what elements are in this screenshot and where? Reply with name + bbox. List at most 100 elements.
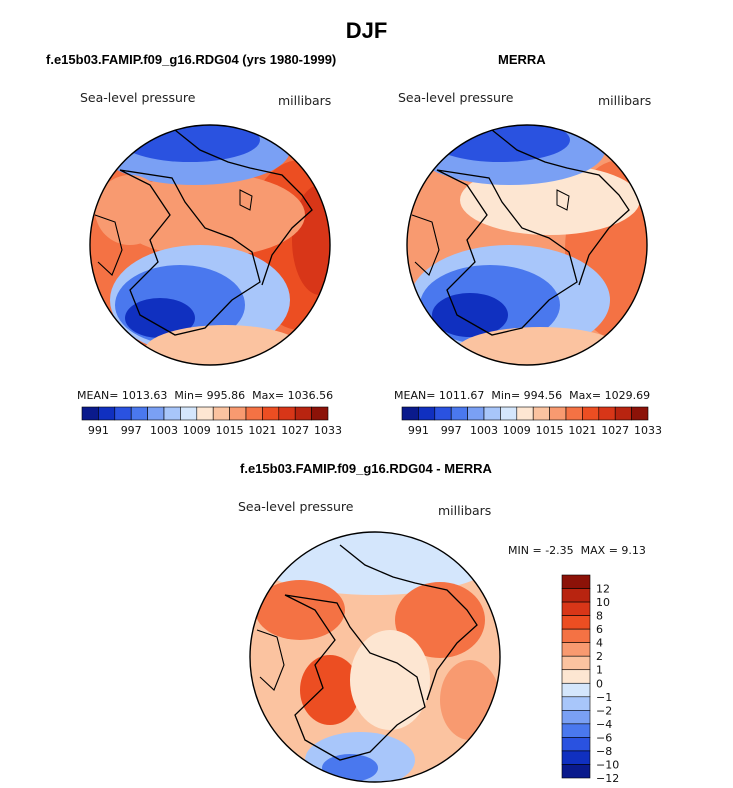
panel-3-max: 9.13: [621, 544, 646, 557]
p1-cbar-swatch: [163, 406, 181, 421]
p3-west-positive: [255, 580, 345, 640]
p2-cbar-tick-label: 997: [441, 424, 462, 437]
p2-cbar-swatch: [483, 406, 501, 421]
panel-2-units-label: millibars: [598, 93, 652, 108]
p2-cbar-swatch: [401, 406, 419, 421]
p1-cbar-tick-label: 1027: [281, 424, 309, 437]
p1-cbar-tick-label: 1003: [150, 424, 178, 437]
p1-atlantic-core: [292, 185, 330, 295]
panel-3-stats: MIN = -2.35 MAX = 9.13: [508, 544, 646, 557]
p3-cbar-swatch: [561, 588, 591, 603]
p3-cbar-tick-label: 6: [596, 623, 603, 636]
p2-cbar-swatch: [516, 406, 534, 421]
p1-cbar-swatch: [196, 406, 214, 421]
p1-cbar-swatch: [130, 406, 148, 421]
p3-cbar-swatch: [561, 723, 591, 738]
p1-coastline-1: [119, 169, 261, 336]
p2-cbar-tick-label: 1033: [634, 424, 662, 437]
panel-2-field-label: Sea-level pressure: [398, 90, 514, 105]
panel-1-title: f.e15b03.FAMIP.f09_g16.RDG04 (yrs 1980-1…: [46, 52, 337, 67]
p3-cbar-tick-label: −6: [596, 731, 612, 744]
panel-2-map: [406, 124, 648, 366]
p2-cbar-swatch: [450, 406, 468, 421]
panel-3-title: f.e15b03.FAMIP.f09_g16.RDG04 - MERRA: [240, 461, 492, 476]
p2-north-low-core: [430, 125, 570, 162]
p3-cbar-swatch: [561, 615, 591, 630]
panel-1-mean: 1013.63: [121, 389, 168, 402]
p1-cbar-swatch: [147, 406, 165, 421]
panel-1-mean-label: MEAN=: [77, 389, 119, 402]
p3-cbar-tick-label: 4: [596, 637, 603, 650]
figure-title: DJF: [345, 18, 388, 43]
p2-cbar-swatch: [467, 406, 485, 421]
p3-cbar-swatch: [561, 710, 591, 725]
panel-1-colorbar: 991 997 1003 1009 1015 1021 1027 1033: [81, 406, 342, 437]
panel-3-min-label: MIN =: [508, 544, 542, 557]
panel-1-map: [89, 124, 331, 366]
p3-cbar-swatch: [561, 628, 591, 643]
p2-cbar-tick-label: 991: [408, 424, 429, 437]
p3-cbar-tick-label: 0: [596, 677, 603, 690]
p3-cbar-swatch: [561, 750, 591, 765]
panel-2-title: MERRA: [498, 52, 546, 67]
panel-2-colorbar: 991 997 1003 1009 1015 1021 1027 1033: [401, 406, 662, 437]
p1-cbar-swatch: [229, 406, 247, 421]
p3-cbar-tick-label: 10: [596, 596, 610, 609]
p3-cbar-swatch: [561, 682, 591, 698]
panel-2-mean: 1011.67: [438, 389, 485, 402]
p3-cbar-tick-label: −8: [596, 745, 612, 758]
p2-cbar-tick-label: 1003: [470, 424, 498, 437]
panel-3-units-label: millibars: [438, 503, 492, 518]
p3-cbar-swatch: [561, 655, 591, 671]
panel-1-field-label: Sea-level pressure: [80, 90, 196, 105]
p1-cbar-tick-label: 1009: [183, 424, 211, 437]
p1-cbar-swatch: [245, 406, 263, 421]
p3-cbar-swatch: [561, 574, 591, 589]
panel-1-stats: MEAN= 1013.63 Min= 995.86 Max= 1036.56: [77, 389, 333, 402]
p1-cbar-tick-label: 1033: [314, 424, 342, 437]
p2-pacific-low-core: [432, 293, 508, 337]
panel-3-field-label: Sea-level pressure: [238, 499, 354, 514]
p1-cbar-swatch: [98, 406, 116, 421]
p3-cbar-tick-label: −4: [596, 718, 612, 731]
p3-cbar-tick-label: −10: [596, 758, 619, 771]
p3-southeast-positive: [440, 660, 500, 740]
p2-cbar-tick-label: 1009: [503, 424, 531, 437]
p3-cbar-swatch: [561, 601, 591, 616]
p1-cbar-tick-label: 997: [121, 424, 142, 437]
p2-cbar-swatch: [532, 406, 550, 421]
p2-coastline-1: [436, 169, 578, 336]
p1-cbar-tick-label: 1021: [248, 424, 276, 437]
p2-coastline-3: [411, 214, 440, 276]
panel-2-min: 994.56: [523, 389, 563, 402]
p1-cbar-swatch: [294, 406, 312, 421]
p3-cbar-tick-label: 8: [596, 610, 603, 623]
p3-south-negative-core: [322, 754, 378, 782]
p3-east-positive: [395, 582, 485, 658]
p3-cbar-swatch: [561, 642, 591, 657]
panel-2-max-label: Max=: [569, 389, 602, 402]
p3-cbar-tick-label: 2: [596, 650, 603, 663]
p2-cbar-swatch: [598, 406, 616, 421]
panel-3-map: [249, 531, 501, 783]
p3-center-light: [350, 630, 430, 730]
p3-cbar-tick-label: −12: [596, 772, 619, 785]
p1-map-border: [89, 124, 331, 366]
p1-cbar-swatch: [311, 406, 329, 421]
p2-cbar-swatch: [434, 406, 452, 421]
p1-cbar-tick-label: 991: [88, 424, 109, 437]
p1-arctic-ridge: [115, 173, 305, 257]
p1-island: [239, 189, 253, 211]
p1-west-patch: [95, 175, 165, 245]
panel-1-max-label: Max=: [252, 389, 285, 402]
p1-cbar-swatch: [278, 406, 296, 421]
p2-cbar-tick-label: 1021: [568, 424, 596, 437]
p2-cbar-tick-label: 1015: [536, 424, 564, 437]
panel-1-max: 1036.56: [287, 389, 334, 402]
p3-coastline-2: [339, 544, 478, 701]
p2-coastline-2: [491, 129, 630, 286]
panel-2-mean-label: MEAN=: [394, 389, 436, 402]
p3-center-positive: [300, 655, 360, 725]
panel-3-min: -2.35: [545, 544, 574, 557]
